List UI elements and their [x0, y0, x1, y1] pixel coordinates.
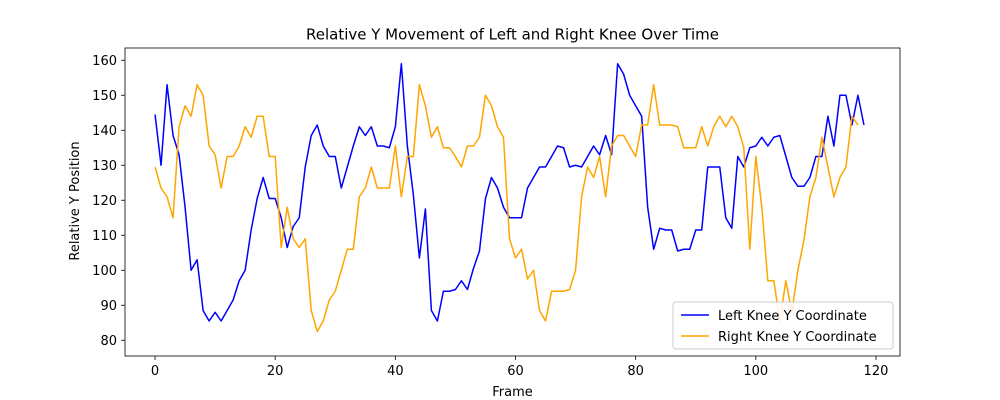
y-tick-label: 90 [100, 299, 117, 314]
x-tick-label: 120 [864, 364, 889, 379]
y-tick-label: 160 [92, 54, 117, 69]
x-tick-label: 40 [387, 364, 404, 379]
y-tick-label: 140 [92, 124, 117, 139]
x-tick-label: 0 [151, 364, 159, 379]
legend-label: Left Knee Y Coordinate [718, 309, 867, 324]
x-tick-label: 60 [507, 364, 524, 379]
chart-title: Relative Y Movement of Left and Right Kn… [306, 26, 719, 44]
y-tick-label: 100 [92, 264, 117, 279]
x-axis-label: Frame [492, 385, 533, 400]
y-tick-label: 120 [92, 194, 117, 209]
x-axis: 0 20 40 60 80 100 120 [151, 356, 888, 379]
x-tick-label: 80 [627, 364, 644, 379]
y-tick-label: 150 [92, 89, 117, 104]
y-tick-label: 110 [92, 229, 117, 244]
y-axis-label: Relative Y Position [68, 141, 83, 260]
legend: Left Knee Y Coordinate Right Knee Y Coord… [673, 302, 893, 349]
legend-label: Right Knee Y Coordinate [718, 330, 877, 345]
y-axis: 80 90 100 110 120 130 140 150 160 [92, 54, 125, 349]
y-tick-label: 80 [100, 334, 117, 349]
x-tick-label: 100 [743, 364, 768, 379]
y-tick-label: 130 [92, 159, 117, 174]
series-line-left-knee [155, 64, 864, 321]
series-line-right-knee [155, 85, 858, 332]
x-tick-label: 20 [267, 364, 284, 379]
